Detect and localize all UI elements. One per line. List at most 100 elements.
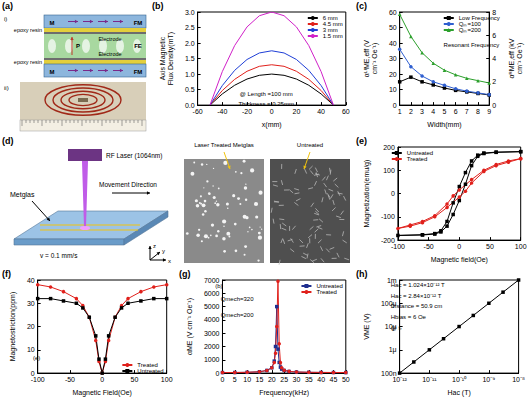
svg-text:Untreated: Untreated <box>137 368 163 374</box>
svg-text:Hac (T): Hac (T) <box>447 389 470 397</box>
svg-text:200: 200 <box>383 144 395 151</box>
svg-text:0: 0 <box>100 376 104 383</box>
svg-text:10⁻¹⁰: 10⁻¹⁰ <box>452 376 467 383</box>
svg-text:40: 40 <box>317 108 325 115</box>
svg-text:VME (V): VME (V) <box>363 313 371 339</box>
svg-text:6000: 6000 <box>204 290 220 297</box>
svg-text:Electrode: Electrode <box>98 36 121 42</box>
svg-text:epoxy resin: epoxy resin <box>14 59 42 65</box>
svg-text:30: 30 <box>293 376 301 383</box>
svg-text:Laser Treated Metglas: Laser Treated Metglas <box>194 142 254 148</box>
svg-text:y: y <box>162 248 165 254</box>
svg-text:7: 7 <box>465 108 469 115</box>
svg-text:Electrode: Electrode <box>98 51 121 57</box>
svg-text:3: 3 <box>420 108 424 115</box>
svg-text:35: 35 <box>305 376 313 383</box>
svg-text:αᴿME,eff (kV: αᴿME,eff (kV <box>508 38 516 78</box>
svg-text:(e): (e) <box>33 355 40 361</box>
svg-text:30: 30 <box>389 55 397 62</box>
svg-text:0: 0 <box>457 243 461 250</box>
svg-text:x(mm): x(mm) <box>262 121 282 129</box>
svg-text:1.5: 1.5 <box>185 55 195 62</box>
svg-text:Flux Density(mT): Flux Density(mT) <box>167 32 175 85</box>
svg-text:2.0: 2.0 <box>185 40 195 47</box>
svg-text:@ fᵣ: @ fᵣ <box>391 325 402 331</box>
svg-text:0: 0 <box>216 370 220 377</box>
svg-text:RF Laser (1064nm): RF Laser (1064nm) <box>106 152 162 160</box>
svg-text:0: 0 <box>492 102 496 109</box>
svg-text:40: 40 <box>317 376 325 383</box>
svg-text:50: 50 <box>389 24 397 31</box>
svg-text:-100: -100 <box>381 213 395 220</box>
svg-text:6: 6 <box>492 32 496 39</box>
svg-text:αᴸᶠME,eff (V: αᴸᶠME,eff (V <box>363 40 371 77</box>
svg-text:αME (V cm⁻¹ Oe⁻¹): αME (V cm⁻¹ Oe⁻¹) <box>186 298 194 355</box>
svg-text:-50: -50 <box>65 376 75 383</box>
svg-text:Qmech=320: Qmech=320 <box>221 296 255 302</box>
svg-text:Untreated: Untreated <box>297 142 323 148</box>
svg-text:Magnetic Field(Oe): Magnetic Field(Oe) <box>72 389 132 397</box>
svg-text:-50: -50 <box>424 243 434 250</box>
svg-text:Magnetic field(Oe): Magnetic field(Oe) <box>431 256 488 264</box>
svg-text:0: 0 <box>221 376 225 383</box>
svg-text:Thickness = 0.25mm: Thickness = 0.25mm <box>238 101 294 107</box>
svg-text:2: 2 <box>492 78 496 85</box>
svg-text:Treated: Treated <box>407 156 427 162</box>
svg-text:10⁻⁹: 10⁻⁹ <box>482 376 495 383</box>
svg-text:cm⁻¹ Oe⁻¹): cm⁻¹ Oe⁻¹) <box>371 43 379 75</box>
svg-text:2000: 2000 <box>204 343 220 350</box>
svg-text:0.5: 0.5 <box>185 86 195 93</box>
svg-text:50: 50 <box>486 243 494 250</box>
svg-text:Movement Direction: Movement Direction <box>99 181 157 188</box>
svg-text:(b): (b) <box>215 283 222 289</box>
svg-text:Distance = 50.9 cm: Distance = 50.9 cm <box>391 303 443 309</box>
svg-text:Hac = 1.024×10⁻¹² T: Hac = 1.024×10⁻¹² T <box>391 282 445 288</box>
svg-text:100: 100 <box>515 243 527 250</box>
svg-text:1.0: 1.0 <box>185 71 195 78</box>
svg-text:9: 9 <box>487 108 491 115</box>
svg-text:-20: -20 <box>242 108 252 115</box>
svg-text:3.0: 3.0 <box>185 9 195 16</box>
svg-text:50: 50 <box>342 376 350 383</box>
svg-text:Qmech=200: Qmech=200 <box>221 312 255 318</box>
svg-text:Width(mm): Width(mm) <box>427 121 461 129</box>
svg-text:40: 40 <box>389 40 397 47</box>
svg-text:100: 100 <box>161 376 173 383</box>
svg-text:10⁻⁸: 10⁻⁸ <box>512 376 525 383</box>
svg-text:30: 30 <box>27 300 35 307</box>
svg-text:z: z <box>153 243 156 249</box>
svg-text:1.5 mm: 1.5 mm <box>323 33 343 39</box>
svg-text:10: 10 <box>243 376 251 383</box>
svg-text:1: 1 <box>398 108 402 115</box>
svg-text:20: 20 <box>27 323 35 330</box>
svg-text:1000: 1000 <box>204 356 220 363</box>
svg-text:3000: 3000 <box>204 330 220 337</box>
svg-text:epoxy resin: epoxy resin <box>14 27 42 33</box>
svg-text:0: 0 <box>391 190 395 197</box>
svg-text:6: 6 <box>454 108 458 115</box>
svg-text:0: 0 <box>393 102 397 109</box>
svg-text:x: x <box>168 258 171 264</box>
svg-text:0: 0 <box>270 108 274 115</box>
svg-text:Hbias = 6 Oe: Hbias = 6 Oe <box>391 314 427 320</box>
svg-text:Metglas: Metglas <box>10 191 35 199</box>
svg-text:M: M <box>50 69 55 75</box>
svg-text:10: 10 <box>389 86 397 93</box>
svg-text:-100: -100 <box>31 376 45 383</box>
svg-text:50: 50 <box>131 376 139 383</box>
svg-text:60: 60 <box>342 108 350 115</box>
svg-text:FE: FE <box>134 43 142 49</box>
svg-text:-60: -60 <box>193 108 203 115</box>
svg-text:10⁻¹²: 10⁻¹² <box>392 376 407 383</box>
svg-text:45: 45 <box>330 376 338 383</box>
svg-text:15: 15 <box>256 376 264 383</box>
svg-text:Treated: Treated <box>316 289 336 295</box>
svg-text:-40: -40 <box>217 108 227 115</box>
svg-text:FM: FM <box>134 69 143 75</box>
svg-text:FM: FM <box>134 20 143 26</box>
svg-text:5: 5 <box>442 108 446 115</box>
svg-text:Resonant Frequency: Resonant Frequency <box>444 42 500 48</box>
svg-text:100: 100 <box>383 167 395 174</box>
svg-text:Qₘ=200: Qₘ=200 <box>459 27 482 33</box>
svg-text:M: M <box>50 20 55 26</box>
